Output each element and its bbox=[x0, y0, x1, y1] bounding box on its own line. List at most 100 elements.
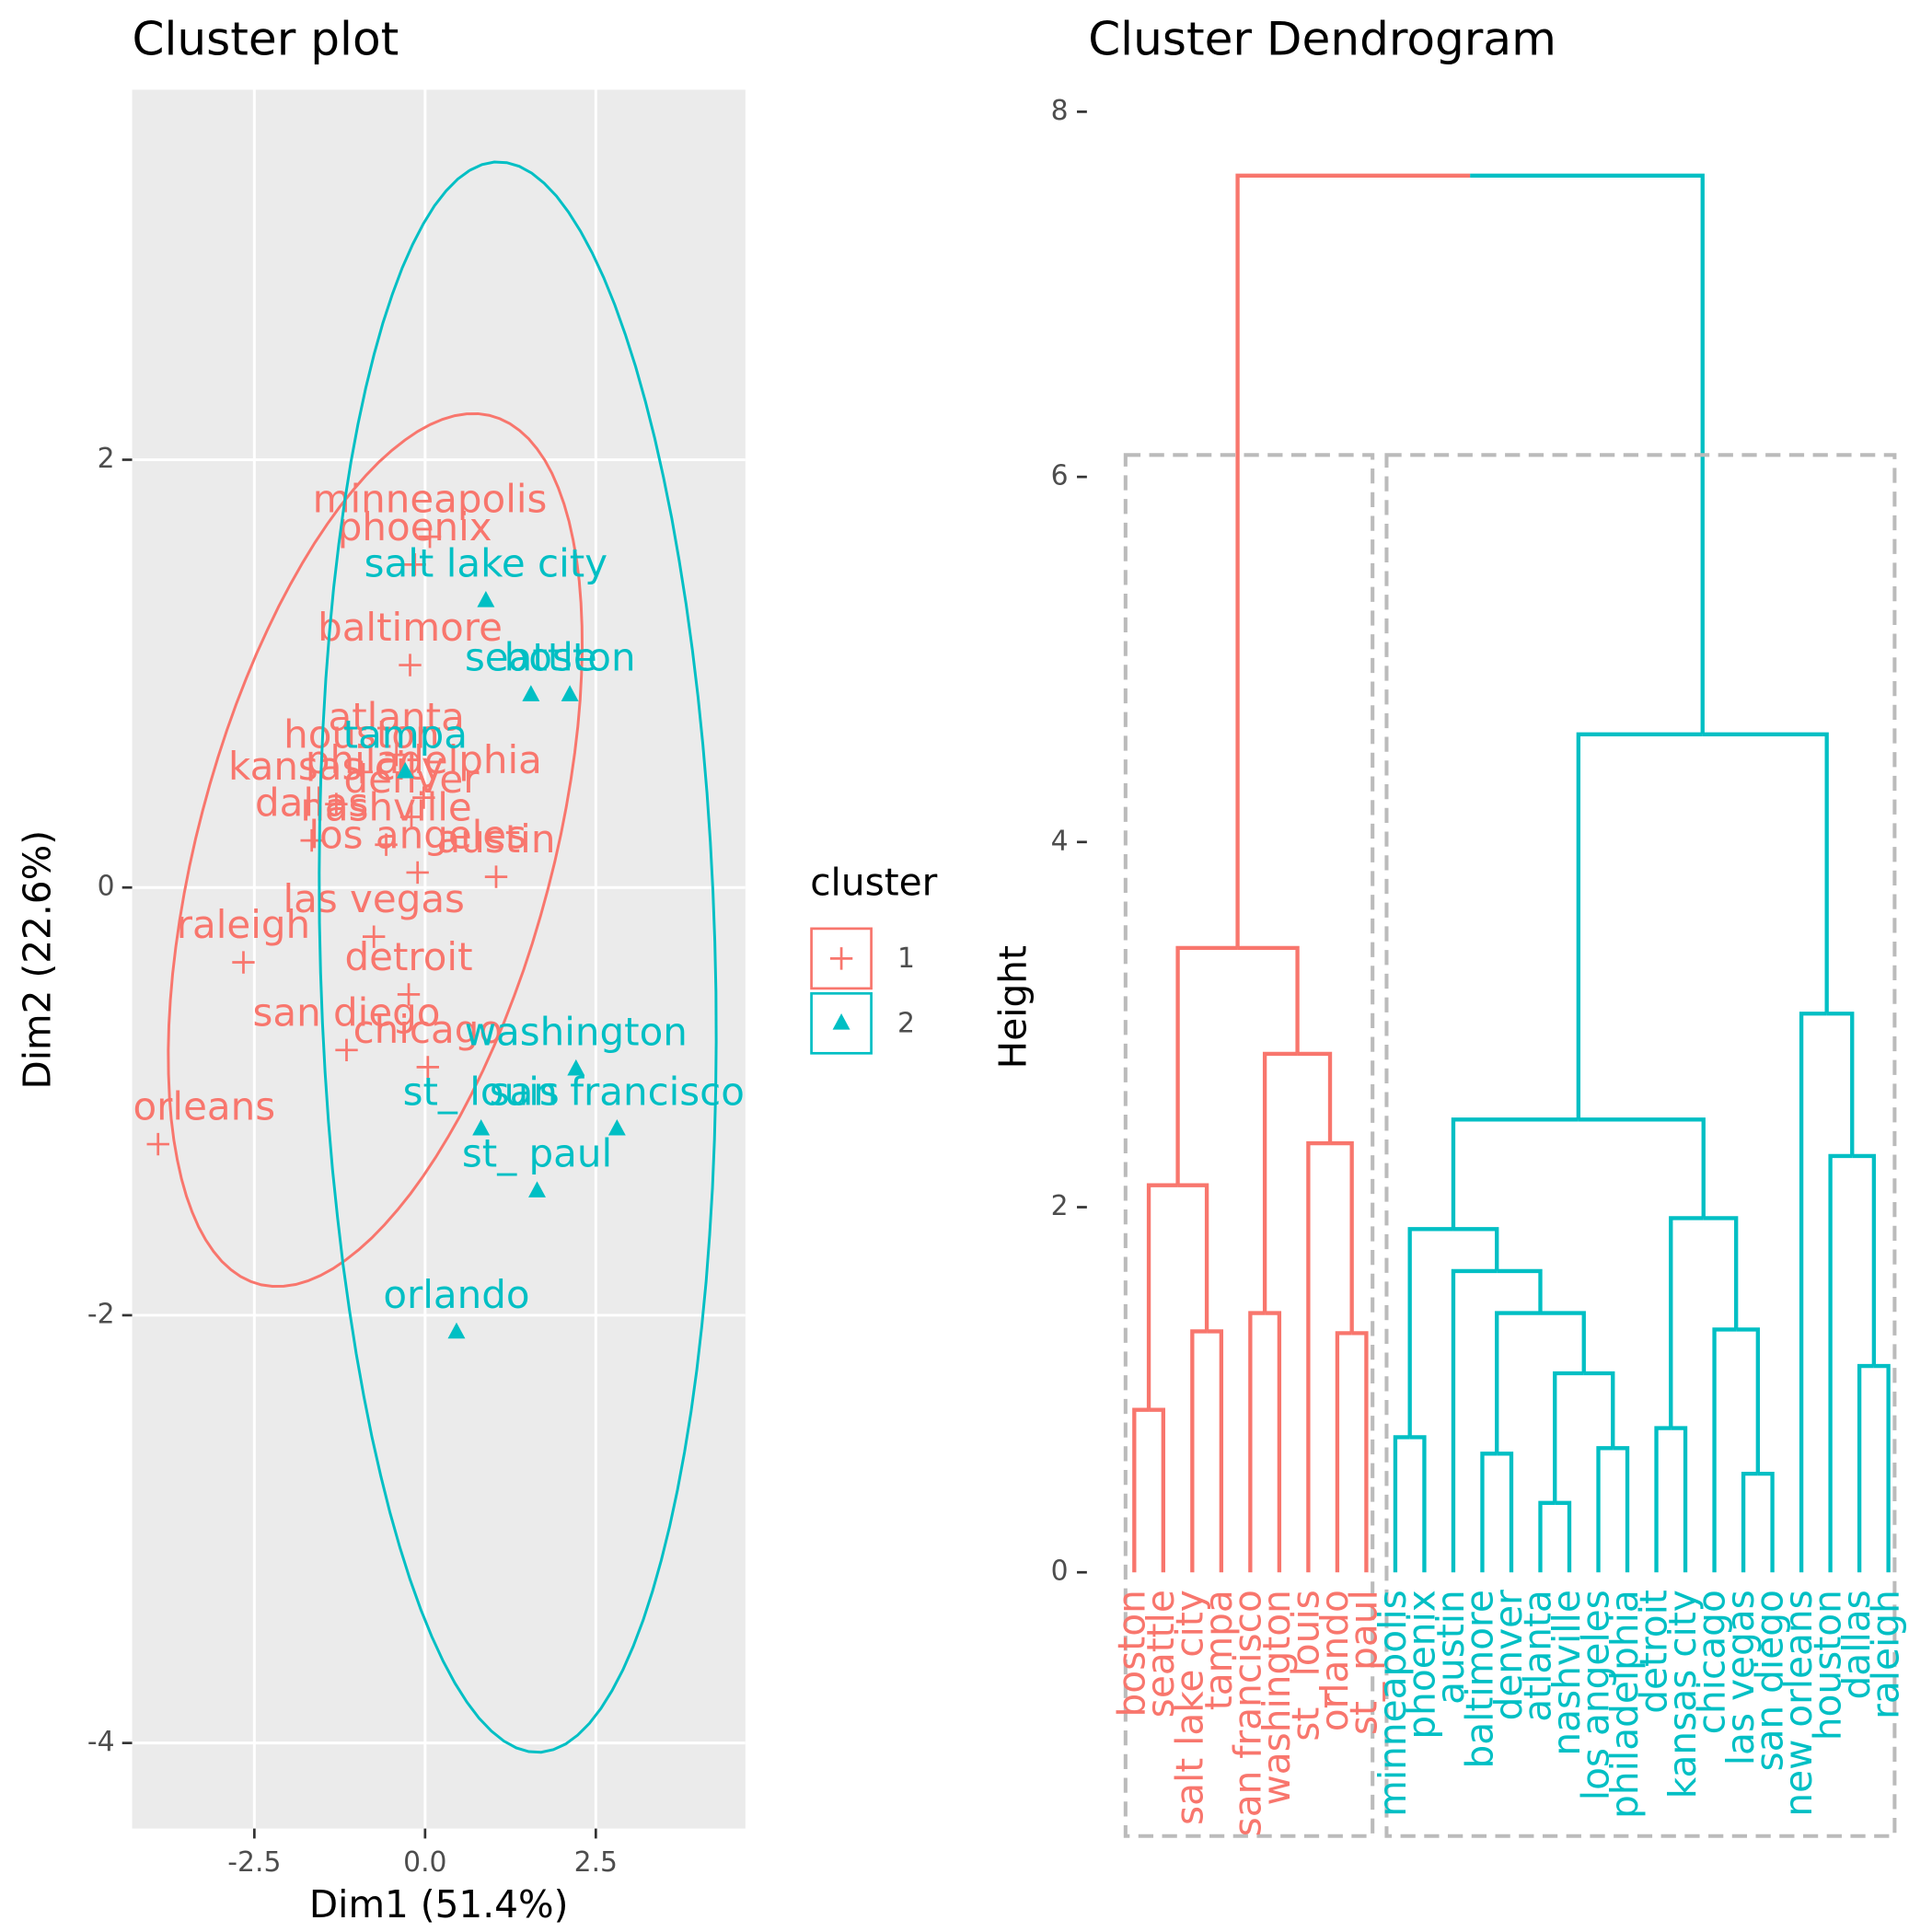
dendrogram-branch bbox=[1540, 1311, 1586, 1374]
point bbox=[232, 951, 255, 974]
point-label: salt lake city bbox=[364, 540, 607, 585]
leaf-label: san diego bbox=[1748, 1590, 1792, 1771]
leaf-label: orlando bbox=[1313, 1590, 1357, 1731]
dendrogram-branch bbox=[1497, 1268, 1543, 1313]
dendrogram-branch bbox=[1828, 1153, 1853, 1573]
point bbox=[363, 925, 386, 948]
point bbox=[396, 761, 414, 779]
point bbox=[522, 685, 540, 701]
y-tick-label: 6 bbox=[1051, 460, 1069, 492]
point bbox=[403, 553, 426, 576]
dendrogram-branch bbox=[1873, 1363, 1891, 1573]
y-axis-title: Dim2 (22.6%) bbox=[15, 830, 59, 1090]
dendrogram-branch bbox=[1757, 1471, 1775, 1573]
point-label: raleigh bbox=[177, 902, 310, 947]
dendrogram-branch bbox=[1583, 1371, 1615, 1449]
point bbox=[832, 1012, 850, 1030]
dendrogram-branch bbox=[1703, 1216, 1739, 1330]
y-tick-label: 0 bbox=[98, 871, 115, 903]
cluster-ellipse bbox=[167, 411, 584, 1289]
point bbox=[484, 865, 508, 888]
dendrogram-branch bbox=[1407, 1227, 1453, 1438]
chart-title: Cluster plot bbox=[133, 12, 399, 66]
point bbox=[399, 805, 423, 828]
leaf-label: nashville bbox=[1544, 1590, 1589, 1755]
point-label: san francisco bbox=[490, 1069, 745, 1114]
point-label: new orleans bbox=[40, 1084, 275, 1129]
dendrogram-branch bbox=[1741, 1471, 1758, 1573]
point-label: houston bbox=[283, 711, 439, 757]
y-tick-label: 2 bbox=[1051, 1190, 1069, 1222]
dendrogram-branch bbox=[1207, 1329, 1224, 1573]
leaf-label: san francisco bbox=[1225, 1590, 1269, 1836]
point bbox=[418, 525, 442, 549]
dendrogram-branch bbox=[1495, 1311, 1541, 1454]
dendrogram-branch bbox=[1470, 173, 1705, 735]
panel-background bbox=[132, 89, 746, 1829]
leaf-label: austin bbox=[1429, 1590, 1473, 1705]
dendrogram-branch bbox=[1555, 1500, 1572, 1573]
leaf-label: houston bbox=[1806, 1590, 1850, 1741]
dendrogram-branch bbox=[1578, 1117, 1706, 1219]
leaf-label: los angeles bbox=[1574, 1590, 1618, 1800]
point-label: orlando bbox=[383, 1272, 529, 1317]
dendrogram-branch bbox=[1149, 1407, 1165, 1573]
point-label: denver bbox=[344, 757, 480, 802]
dendrogram-branch bbox=[1596, 1446, 1614, 1573]
point-label: washington bbox=[465, 1009, 688, 1054]
y-tick-label: 2 bbox=[98, 443, 115, 475]
dendrogram-branch bbox=[1330, 1140, 1354, 1334]
point-label: seattle bbox=[465, 635, 597, 680]
point-label: st_ paul bbox=[462, 1131, 612, 1176]
dendrogram-branch bbox=[1146, 1183, 1178, 1410]
point bbox=[561, 685, 579, 701]
point-label: philadelphia bbox=[306, 737, 542, 782]
dendrogram-branch bbox=[1576, 732, 1703, 1120]
leaf-label: salt lake city bbox=[1167, 1590, 1211, 1825]
point bbox=[406, 861, 429, 885]
dendrogram-branch bbox=[1265, 1311, 1282, 1573]
dendrogram-branch bbox=[1190, 1329, 1208, 1573]
point-label: kansas city bbox=[228, 744, 445, 789]
y-tick-label: -2 bbox=[87, 1298, 115, 1330]
leaf-label: seattle bbox=[1139, 1590, 1183, 1718]
dendrogram-branch bbox=[1409, 1435, 1427, 1573]
point-label: boston bbox=[504, 635, 636, 680]
point-label: tampa bbox=[343, 711, 468, 757]
point bbox=[375, 833, 398, 856]
dendrogram-branch bbox=[1553, 1371, 1584, 1503]
dendrogram-branch bbox=[1237, 945, 1300, 1054]
leaf-label: baltimore bbox=[1457, 1590, 1501, 1768]
point bbox=[412, 786, 435, 809]
dendrogram-branch bbox=[1177, 1183, 1209, 1332]
dendrogram-branch bbox=[1480, 1452, 1498, 1573]
point-label: phoenix bbox=[338, 504, 492, 550]
cluster-rect bbox=[1384, 453, 1897, 1838]
point bbox=[447, 1322, 466, 1339]
dendrogram-branch bbox=[1497, 1452, 1514, 1573]
point-label: baltimore bbox=[318, 605, 503, 650]
point bbox=[146, 1132, 169, 1156]
dendrogram-branch bbox=[1654, 1426, 1672, 1573]
dendrogram-branch bbox=[1852, 1153, 1877, 1367]
dendrogram-branch bbox=[1452, 1227, 1499, 1271]
leaf-label: dallas bbox=[1834, 1590, 1879, 1699]
dendrogram-branch bbox=[1857, 1363, 1874, 1573]
dendrogram-branch bbox=[1235, 173, 1471, 948]
dendrogram-branch bbox=[1671, 1426, 1688, 1573]
point-label: minneapolis bbox=[313, 477, 548, 522]
point bbox=[528, 1181, 546, 1197]
dendrogram-branch bbox=[1306, 1140, 1331, 1573]
dendrogram-branch bbox=[1702, 732, 1829, 1014]
legend-label: 1 bbox=[897, 943, 915, 975]
leaf-label: st_ paul bbox=[1341, 1590, 1385, 1735]
point bbox=[335, 1038, 358, 1061]
point-label: los angeles bbox=[308, 813, 526, 858]
leaf-label: las vegas bbox=[1718, 1590, 1763, 1765]
leaf-label: atlanta bbox=[1515, 1590, 1559, 1722]
point-label: nashville bbox=[300, 784, 471, 829]
dendrogram-branch bbox=[1736, 1327, 1760, 1475]
point bbox=[567, 1059, 585, 1076]
x-tick-label: -2.5 bbox=[227, 1846, 281, 1879]
